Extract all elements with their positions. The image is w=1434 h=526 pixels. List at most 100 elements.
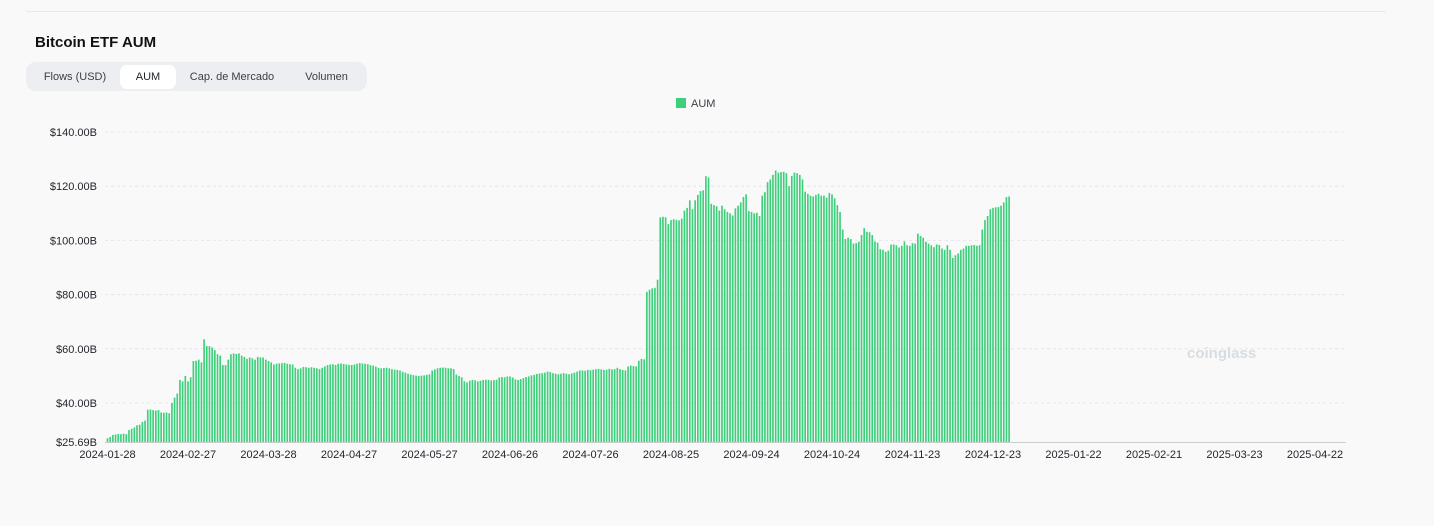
aum-bar — [275, 363, 278, 442]
aum-bar — [581, 370, 584, 442]
aum-bar — [286, 363, 289, 442]
aum-bar — [828, 192, 831, 442]
aum-bar — [458, 375, 460, 442]
aum-bar — [262, 357, 264, 442]
aum-bar — [152, 410, 154, 442]
aum-bar — [903, 241, 906, 442]
aum-bar — [675, 219, 678, 442]
aum-bar — [860, 234, 863, 442]
aum-bar — [1005, 197, 1008, 442]
aum-bar — [307, 367, 310, 442]
aum-bar — [396, 369, 399, 442]
aum-bar — [688, 200, 691, 442]
aum-bar — [417, 375, 420, 442]
aum-bar — [254, 359, 256, 442]
aum-bar — [238, 353, 240, 442]
aum-bar — [130, 428, 133, 442]
aum-bar — [710, 203, 713, 442]
coinglass-watermark: coinglass — [1187, 345, 1256, 362]
aum-bar — [970, 245, 973, 442]
aum-bar — [632, 366, 635, 442]
aum-bar — [713, 205, 715, 442]
aum-bar — [187, 381, 189, 442]
aum-bar — [715, 206, 718, 442]
tab-market-cap[interactable]: Cap. de Mercado — [189, 71, 275, 83]
aum-bar — [224, 365, 227, 442]
aum-bar — [871, 234, 874, 442]
aum-bar — [570, 373, 573, 442]
aum-bar — [578, 370, 581, 442]
aum-bar — [358, 363, 361, 442]
aum-bar — [986, 216, 989, 442]
aum-bar — [672, 219, 675, 442]
aum-bar — [648, 289, 651, 442]
aum-bar — [133, 427, 136, 442]
aum-bar — [552, 373, 554, 442]
aum-bar — [361, 363, 364, 442]
aum-bar — [463, 381, 466, 442]
tab-volume[interactable]: Volumen — [305, 71, 348, 83]
aum-bar — [691, 209, 694, 442]
aum-bar — [621, 369, 624, 442]
aum-bar — [887, 250, 890, 442]
aum-bar — [337, 363, 340, 442]
aum-bar — [388, 368, 391, 442]
aum-bar — [479, 380, 482, 442]
x-tick-label: 2024-01-28 — [79, 449, 135, 461]
aum-bar — [420, 375, 423, 442]
aum-bar — [353, 364, 356, 442]
tab-flows[interactable]: Flows (USD) — [43, 71, 107, 83]
aum-bar — [823, 195, 825, 442]
aum-bar — [342, 363, 345, 442]
aum-bar — [1000, 205, 1002, 442]
x-tick-label: 2025-04-22 — [1287, 449, 1343, 461]
aum-bar — [941, 248, 943, 442]
aum-bar — [734, 208, 737, 442]
aum-bar — [364, 363, 366, 442]
aum-bar — [375, 366, 377, 442]
aum-bar — [299, 368, 302, 442]
legend-label: AUM — [691, 98, 715, 110]
aum-bar — [128, 430, 130, 442]
aum-bar — [527, 376, 530, 442]
aum-bar — [125, 434, 128, 442]
y-tick-label: $60.00B — [56, 344, 97, 356]
aum-bar — [839, 211, 841, 442]
aum-bar — [820, 195, 823, 442]
aum-bar — [256, 356, 259, 442]
aum-bar — [758, 216, 761, 442]
aum-bar — [997, 207, 1000, 442]
aum-bar — [619, 369, 621, 443]
tab-aum[interactable]: AUM — [120, 65, 176, 89]
aum-bar — [120, 434, 122, 442]
aum-bar — [476, 381, 479, 442]
aum-bar — [667, 224, 670, 442]
aum-bar — [1002, 202, 1005, 442]
aum-bar — [790, 175, 793, 442]
aum-bar — [503, 377, 506, 442]
aum-bar — [812, 196, 815, 442]
aum-bar — [900, 245, 903, 442]
aum-bar — [935, 244, 938, 442]
aum-bar — [106, 438, 109, 442]
x-tick-label: 2024-04-27 — [321, 449, 377, 461]
aum-bar — [973, 245, 976, 442]
aum-bar — [205, 346, 208, 442]
aum-bar — [278, 363, 281, 442]
aum-bar — [946, 245, 949, 442]
aum-bar — [332, 364, 334, 442]
aum-bar — [184, 375, 187, 442]
aum-bar — [455, 374, 458, 442]
aum-bar — [788, 186, 790, 442]
aum-bar — [603, 369, 605, 442]
aum-bar — [793, 172, 796, 442]
aum-bar — [855, 243, 857, 442]
aum-bar — [350, 365, 353, 442]
aum-bar — [866, 231, 868, 442]
aum-bar — [554, 373, 557, 442]
aum-bar — [436, 368, 439, 442]
aum-bar — [409, 374, 412, 442]
aum-bar — [659, 217, 662, 442]
aum-bar — [297, 369, 299, 443]
aum-bar — [560, 373, 562, 442]
